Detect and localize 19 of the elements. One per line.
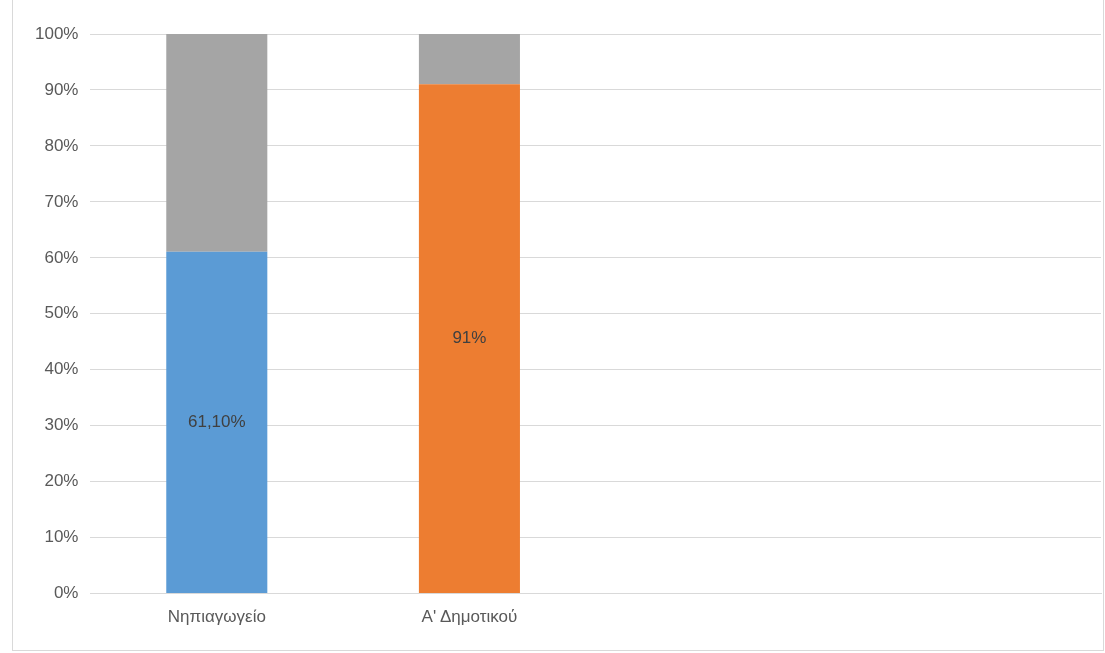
y-tick-label: 100% (35, 23, 79, 43)
x-tick-label: Νηπιαγωγείο (167, 607, 266, 627)
x-tick-label: Α' Δημοτικού (421, 607, 518, 627)
y-tick-label: 30% (44, 415, 79, 435)
bar (166, 251, 268, 594)
y-tick-label: 0% (53, 583, 79, 603)
y-tick-label: 70% (44, 191, 79, 211)
y-tick-label: 90% (44, 79, 79, 99)
data-label: 91% (452, 328, 487, 348)
y-tick-label: 20% (44, 471, 79, 491)
data-label: 61,10% (187, 412, 246, 432)
y-tick-label: 60% (44, 247, 79, 267)
y-tick-label: 40% (44, 359, 79, 379)
y-tick-label: 50% (44, 303, 79, 323)
y-tick-label: 10% (44, 527, 79, 547)
bar (418, 84, 520, 594)
y-tick-label: 80% (44, 135, 79, 155)
bar (418, 34, 520, 85)
bar (166, 34, 268, 252)
